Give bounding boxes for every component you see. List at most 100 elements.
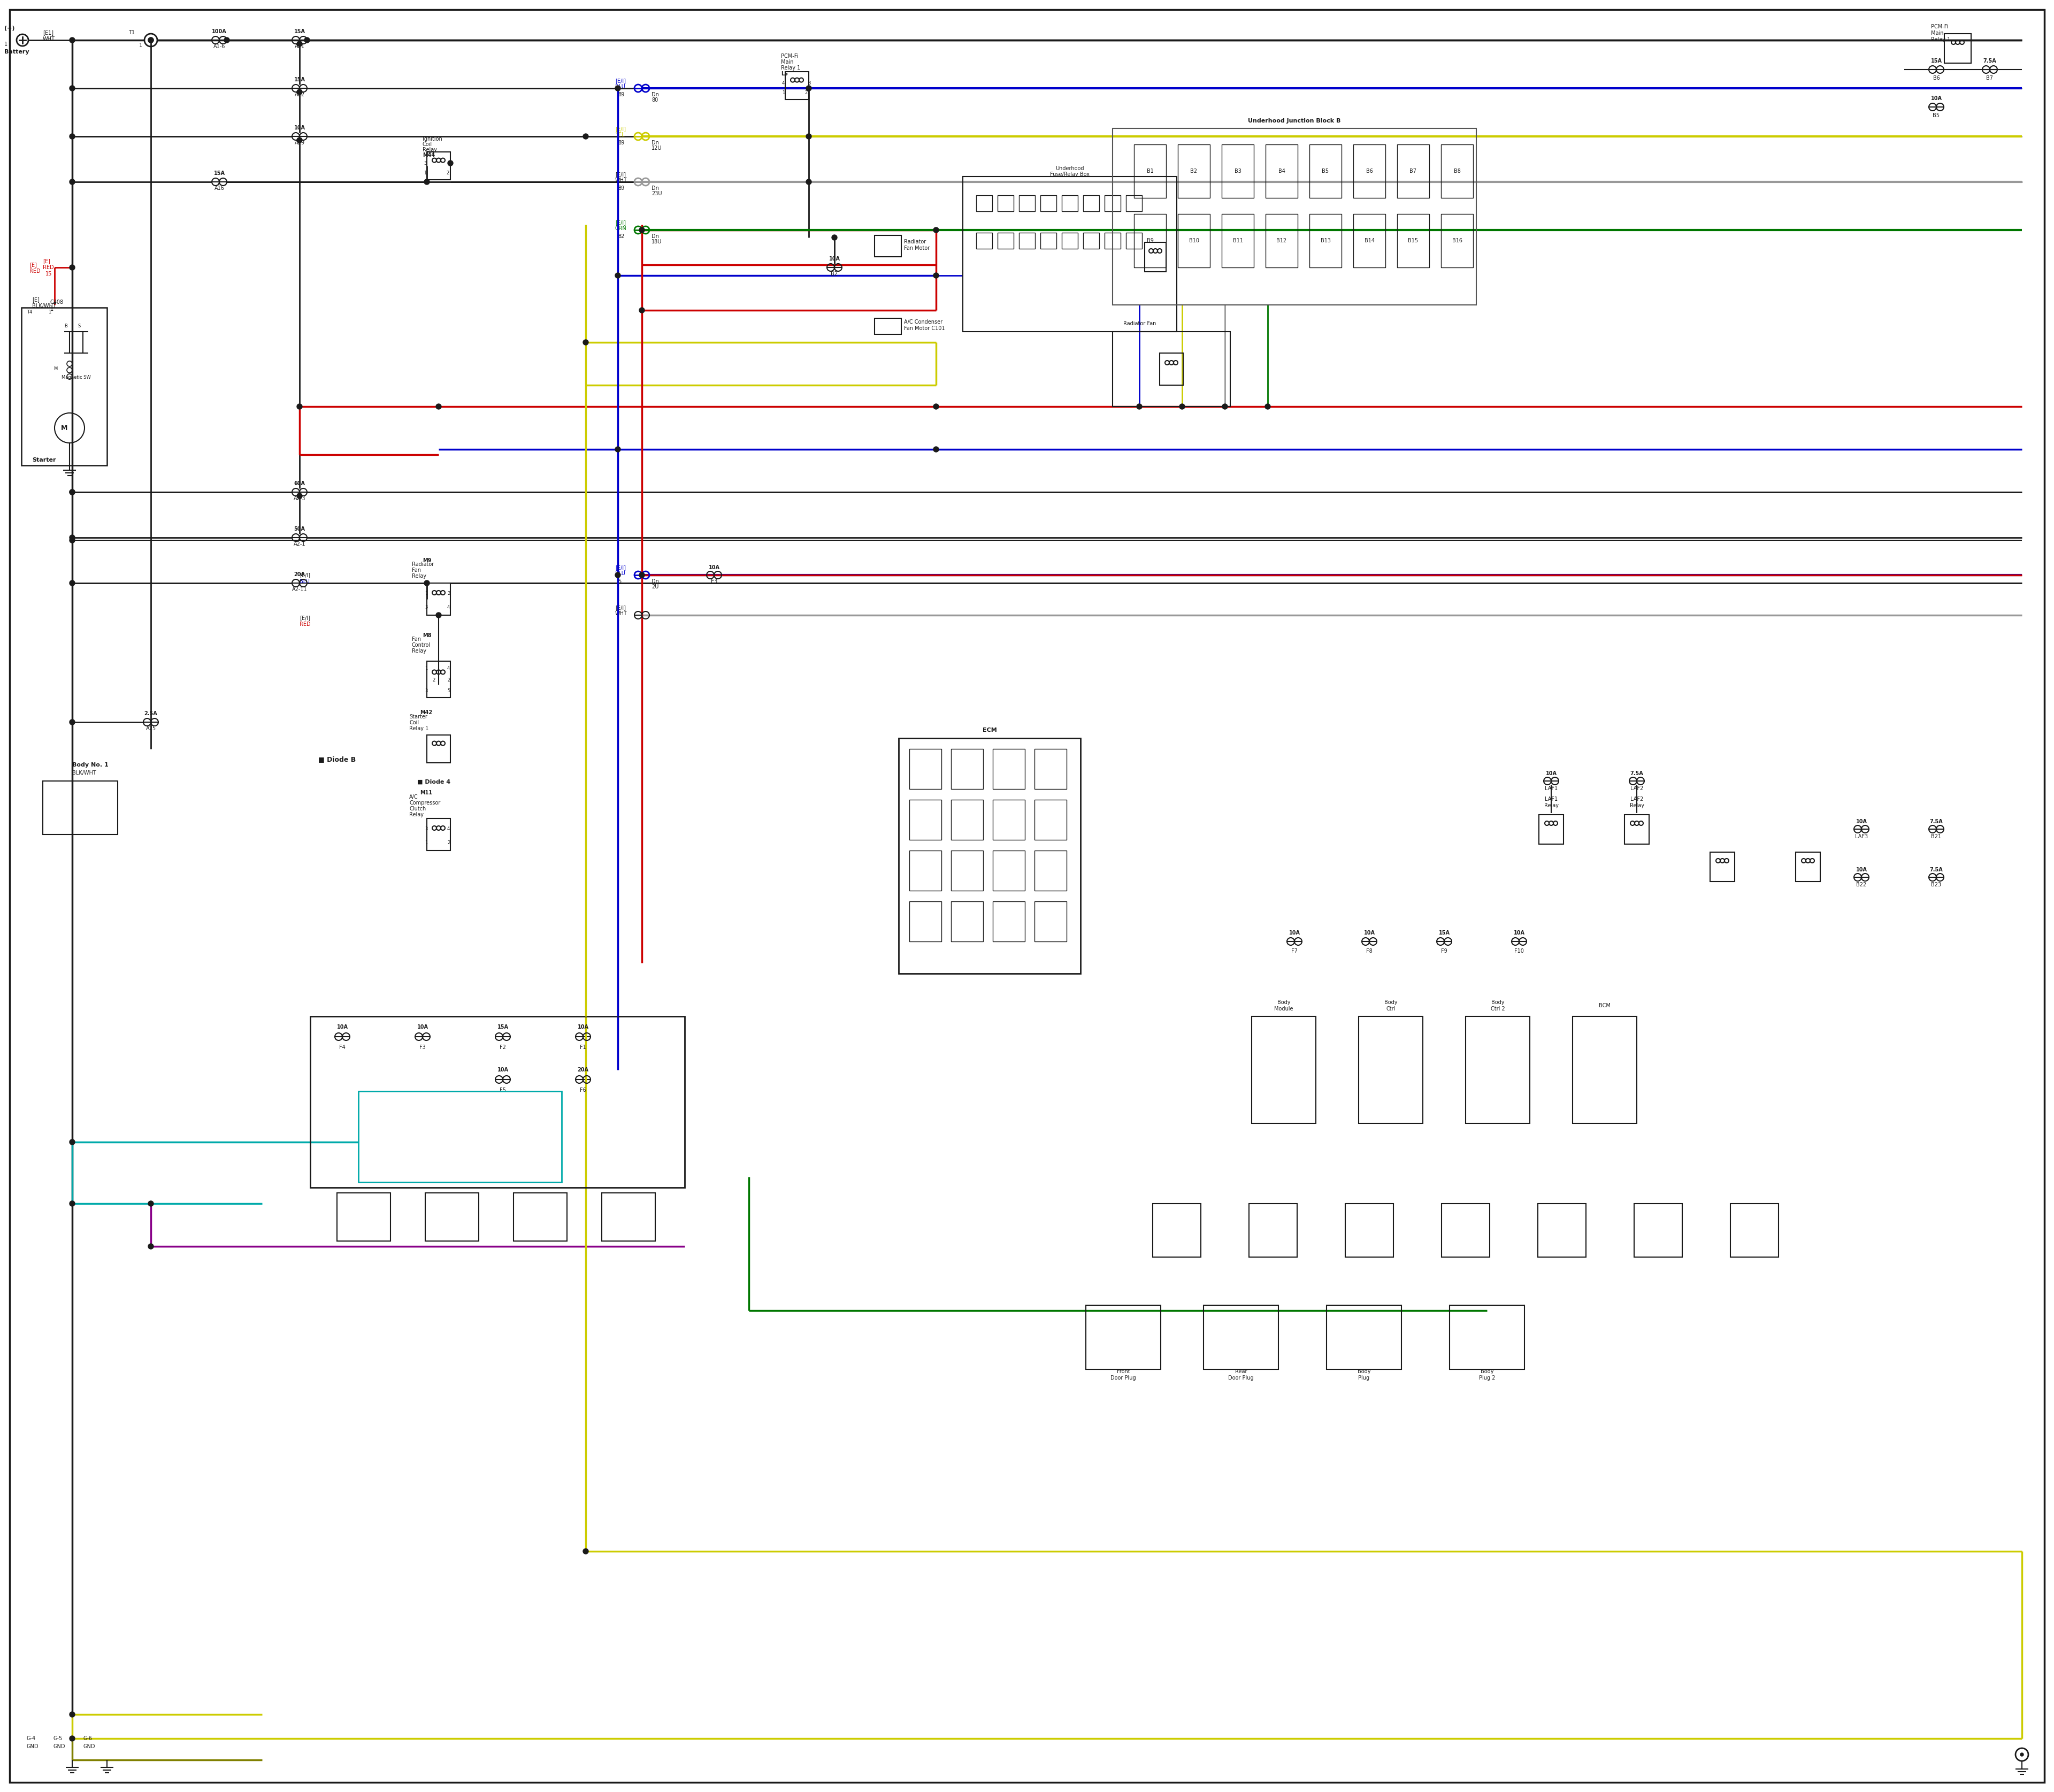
Circle shape xyxy=(1265,403,1269,409)
Text: ■ Diode 4: ■ Diode 4 xyxy=(417,780,450,785)
Bar xyxy=(310,1016,684,1188)
Text: M42: M42 xyxy=(419,710,431,715)
Text: 2: 2 xyxy=(805,91,807,95)
Text: [E/I]: [E/I] xyxy=(614,606,626,611)
Circle shape xyxy=(70,538,74,543)
Text: 89: 89 xyxy=(618,186,624,192)
Circle shape xyxy=(70,719,74,724)
Text: B23: B23 xyxy=(1931,882,1941,887)
Bar xyxy=(992,799,1025,840)
Bar xyxy=(1251,1016,1317,1124)
Text: Relay 1: Relay 1 xyxy=(781,65,801,70)
Text: Fan Motor C101: Fan Motor C101 xyxy=(904,326,945,332)
Bar xyxy=(427,735,450,763)
Bar xyxy=(1035,749,1066,788)
Text: A22: A22 xyxy=(294,91,304,97)
Text: Starter: Starter xyxy=(33,457,55,462)
Text: Magnetic SW: Magnetic SW xyxy=(62,375,90,380)
Bar xyxy=(1019,195,1035,211)
Text: 1: 1 xyxy=(425,591,427,597)
Text: Body
Ctrl 2: Body Ctrl 2 xyxy=(1491,1000,1506,1011)
Text: 10A: 10A xyxy=(497,1068,509,1073)
Text: F9: F9 xyxy=(1442,948,1448,953)
Text: 5: 5 xyxy=(448,688,450,694)
Text: 4: 4 xyxy=(448,667,450,670)
Circle shape xyxy=(933,446,939,452)
Bar xyxy=(1019,233,1035,249)
Bar xyxy=(1729,1204,1779,1256)
Text: Radiator: Radiator xyxy=(413,561,433,566)
Text: 5: 5 xyxy=(618,579,620,584)
Text: L5: L5 xyxy=(781,72,789,77)
Circle shape xyxy=(298,403,302,409)
Text: LAF2
Relay: LAF2 Relay xyxy=(1629,797,1643,808)
Bar xyxy=(1573,1016,1637,1124)
Text: G-4: G-4 xyxy=(27,1736,35,1742)
Text: 2: 2 xyxy=(446,170,450,176)
Circle shape xyxy=(639,308,645,314)
Bar xyxy=(427,661,450,697)
Bar xyxy=(875,319,902,335)
Text: 12U: 12U xyxy=(651,145,661,151)
Bar xyxy=(1113,129,1477,305)
Text: ECM: ECM xyxy=(982,728,996,733)
Text: B21: B21 xyxy=(1931,833,1941,839)
Text: B9: B9 xyxy=(1146,238,1154,244)
Bar xyxy=(1635,1204,1682,1256)
Text: Body
Module: Body Module xyxy=(1273,1000,1294,1011)
Bar xyxy=(1538,1204,1586,1256)
Circle shape xyxy=(933,403,939,409)
Text: M44: M44 xyxy=(423,152,435,158)
Text: 7.5A: 7.5A xyxy=(1984,59,1996,65)
Bar xyxy=(1041,233,1056,249)
Circle shape xyxy=(298,493,302,498)
Bar xyxy=(1711,851,1736,882)
Bar xyxy=(1538,814,1563,844)
Circle shape xyxy=(1222,403,1228,409)
Circle shape xyxy=(639,228,645,233)
Circle shape xyxy=(224,38,230,43)
Text: [E/I]: [E/I] xyxy=(300,615,310,620)
Bar xyxy=(998,233,1013,249)
Text: Dn: Dn xyxy=(651,186,659,192)
Text: G-5: G-5 xyxy=(53,1736,64,1742)
Text: Dn: Dn xyxy=(651,579,659,584)
Text: 1: 1 xyxy=(49,306,53,312)
Bar xyxy=(1082,233,1099,249)
Circle shape xyxy=(70,179,74,185)
Bar xyxy=(875,235,902,256)
Text: Ignition: Ignition xyxy=(423,136,442,142)
Text: 89: 89 xyxy=(618,140,624,145)
Text: BLU: BLU xyxy=(614,572,624,575)
Bar xyxy=(1625,814,1649,844)
Bar xyxy=(1105,233,1121,249)
Text: GND: GND xyxy=(53,1744,66,1749)
Text: BLK/WHT: BLK/WHT xyxy=(72,771,97,776)
Text: (+): (+) xyxy=(4,25,14,30)
Bar xyxy=(427,152,450,179)
Text: S: S xyxy=(78,324,80,328)
Circle shape xyxy=(583,340,587,346)
Circle shape xyxy=(933,228,939,233)
Circle shape xyxy=(2021,1753,2023,1756)
Bar xyxy=(1222,145,1253,197)
Text: 3: 3 xyxy=(425,688,427,694)
Text: A16: A16 xyxy=(214,186,224,192)
Bar xyxy=(1062,195,1078,211)
Text: Relay: Relay xyxy=(413,573,427,579)
Text: T4: T4 xyxy=(27,310,33,315)
Bar xyxy=(1035,851,1066,891)
Text: Relay 1: Relay 1 xyxy=(1931,38,1951,43)
Bar xyxy=(1354,145,1384,197)
Text: 2: 2 xyxy=(431,677,435,683)
Text: B2: B2 xyxy=(832,271,838,276)
Text: A2-11: A2-11 xyxy=(292,586,308,591)
Circle shape xyxy=(435,403,442,409)
Text: B15: B15 xyxy=(1409,238,1419,244)
Text: A21: A21 xyxy=(294,43,304,48)
Text: ■ Diode B: ■ Diode B xyxy=(318,756,355,763)
Bar xyxy=(992,851,1025,891)
Text: [E/I]: [E/I] xyxy=(614,125,626,131)
Text: RED: RED xyxy=(29,269,41,274)
Text: 2: 2 xyxy=(448,591,450,597)
